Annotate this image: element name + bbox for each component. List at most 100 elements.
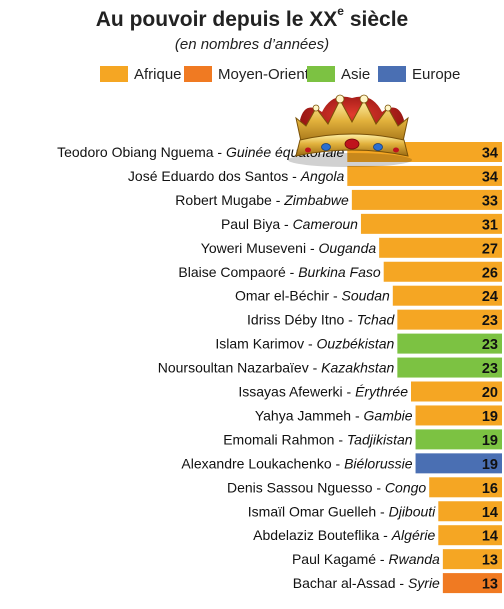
- country-name: Gambie: [364, 407, 413, 423]
- leader-name: Paul Biya -: [221, 216, 293, 232]
- legend-swatch-europe: [378, 66, 406, 82]
- legend-item-europe: Europe: [378, 64, 460, 84]
- bar: [415, 405, 502, 426]
- country-name: Burkina Faso: [298, 264, 381, 280]
- bar: [415, 453, 502, 474]
- leader-name: Alexandre Loukachenko -: [181, 455, 344, 471]
- bar: [429, 477, 502, 498]
- category-label: Issayas Afewerki - Érythrée: [238, 384, 408, 400]
- bar: [351, 189, 502, 210]
- data-label: 13: [482, 577, 498, 593]
- country-name: Biélorussie: [344, 455, 413, 471]
- leader-name: Bachar al-Assad -: [293, 575, 408, 591]
- country-name: Angola: [300, 168, 345, 184]
- leader-name: Abdelaziz Bouteflika -: [253, 527, 392, 543]
- bar: [392, 285, 502, 306]
- leader-name: Robert Mugabe -: [175, 192, 284, 208]
- category-label: Emomali Rahmon - Tadjikistan: [223, 431, 413, 447]
- data-label: 20: [482, 385, 498, 401]
- bar: [415, 429, 502, 450]
- country-name: Rwanda: [388, 551, 440, 567]
- country-name: Tadjikistan: [347, 431, 413, 447]
- leader-name: Issayas Afewerki -: [238, 384, 355, 400]
- leader-name: Omar el-Béchir -: [235, 288, 342, 304]
- legend: Afrique Moyen-Orient Asie Europe: [0, 64, 504, 84]
- leader-name: Teodoro Obiang Nguema -: [57, 144, 226, 160]
- legend-item-moyen-orient: Moyen-Orient: [184, 64, 309, 84]
- country-name: Kazakhstan: [321, 360, 394, 376]
- leader-name: Islam Karimov -: [215, 336, 316, 352]
- data-label: 26: [482, 265, 498, 281]
- category-label: Paul Biya - Cameroun: [221, 216, 358, 232]
- category-label: Denis Sassou Nguesso - Congo: [227, 479, 426, 495]
- leader-name: Noursoultan Nazarbaïev -: [158, 360, 321, 376]
- leader-name: Denis Sassou Nguesso -: [227, 479, 385, 495]
- country-name: Cameroun: [293, 216, 359, 232]
- data-label: 16: [482, 481, 498, 497]
- country-name: Congo: [385, 479, 426, 495]
- chart-subtitle: (en nombres d’années): [174, 36, 330, 53]
- data-label: 14: [482, 505, 498, 521]
- leader-name: Paul Kagamé -: [292, 551, 389, 567]
- data-label: 23: [482, 337, 498, 353]
- data-label: 19: [482, 433, 498, 449]
- category-label: Blaise Compaoré - Burkina Faso: [178, 264, 381, 280]
- country-name: Soudan: [342, 288, 390, 304]
- data-label: 34: [482, 146, 498, 162]
- legend-label-europe: Europe: [412, 65, 461, 83]
- category-label: Alexandre Loukachenko - Biélorussie: [181, 455, 412, 471]
- legend-label-asie: Asie: [341, 65, 371, 83]
- data-label: 19: [482, 409, 498, 425]
- leader-name: Ismaïl Omar Guelleh -: [248, 503, 389, 519]
- category-label: Bachar al-Assad - Syrie: [293, 575, 440, 591]
- country-name: Djibouti: [389, 503, 437, 519]
- crown-icon: [288, 94, 412, 167]
- country-name: Tchad: [357, 312, 396, 328]
- leader-name: Emomali Rahmon -: [223, 431, 347, 447]
- data-label: 31: [482, 217, 498, 233]
- category-label: Robert Mugabe - Zimbabwe: [175, 192, 349, 208]
- category-label: Abdelaziz Bouteflika - Algérie: [253, 527, 435, 543]
- bar: [397, 333, 502, 354]
- legend-swatch-asie: [307, 66, 335, 82]
- legend-label-afrique: Afrique: [134, 65, 182, 83]
- bar: [383, 261, 502, 282]
- country-name: Algérie: [391, 527, 436, 543]
- bar: [379, 237, 502, 258]
- bar: [360, 213, 502, 234]
- chart-title-end: siècle: [343, 8, 409, 31]
- data-label: 33: [482, 193, 498, 209]
- bar: [438, 501, 502, 522]
- leader-name: Idriss Déby Itno -: [247, 312, 357, 328]
- bar: [411, 381, 502, 402]
- category-label: Idriss Déby Itno - Tchad: [247, 312, 396, 328]
- country-name: Syrie: [408, 575, 440, 591]
- country-name: Ouzbékistan: [317, 336, 395, 352]
- category-label: Yahya Jammeh - Gambie: [255, 407, 413, 423]
- country-name: Érythrée: [355, 384, 408, 400]
- bar: [438, 525, 502, 546]
- leader-name: Yahya Jammeh -: [255, 407, 364, 423]
- category-label: Ismaïl Omar Guelleh - Djibouti: [248, 503, 436, 519]
- data-label: 14: [482, 529, 498, 545]
- data-label: 19: [482, 457, 498, 473]
- data-label: 27: [482, 241, 498, 257]
- category-label: Omar el-Béchir - Soudan: [235, 288, 390, 304]
- legend-item-asie: Asie: [307, 64, 370, 84]
- country-name: Ouganda: [319, 240, 377, 256]
- data-label: 23: [482, 361, 498, 377]
- bar: [442, 549, 502, 570]
- leader-name: Blaise Compaoré -: [178, 264, 298, 280]
- chart-title-main: Au pouvoir depuis le XX: [95, 8, 338, 31]
- bar: [397, 357, 502, 378]
- data-label: 13: [482, 553, 498, 569]
- data-label: 34: [482, 169, 498, 185]
- category-label: Paul Kagamé - Rwanda: [292, 551, 440, 567]
- category-label: Islam Karimov - Ouzbékistan: [215, 336, 394, 352]
- category-label: Noursoultan Nazarbaïev - Kazakhstan: [158, 360, 395, 376]
- legend-label-moyen-orient: Moyen-Orient: [218, 65, 309, 83]
- category-label: José Eduardo dos Santos - Angola: [128, 168, 345, 184]
- chart-title-superscript: e: [337, 4, 344, 18]
